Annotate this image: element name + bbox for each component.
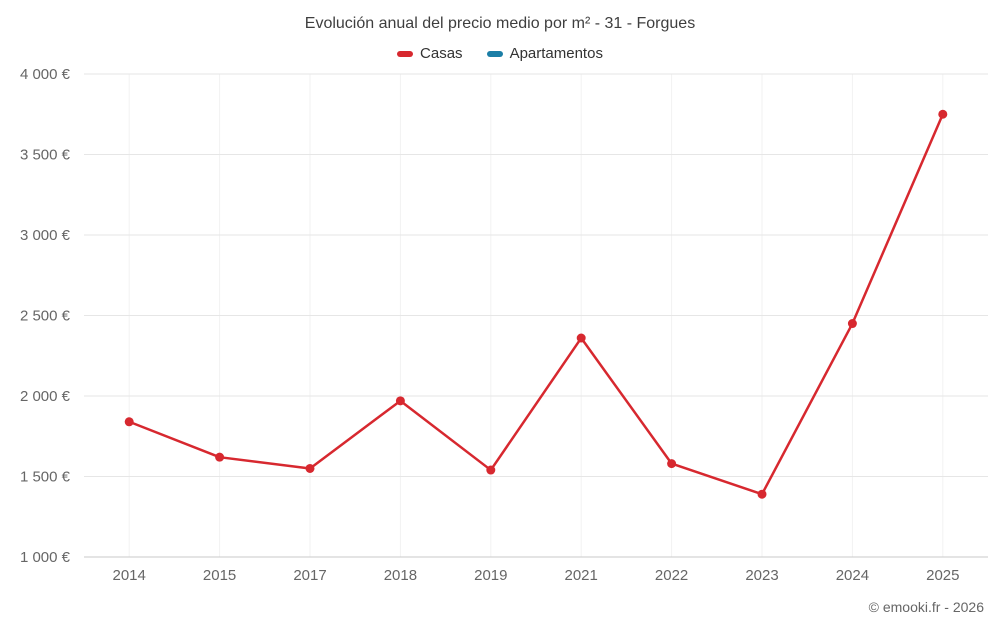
svg-text:2014: 2014	[113, 567, 146, 584]
svg-text:2018: 2018	[384, 567, 417, 584]
svg-text:2025: 2025	[926, 567, 959, 584]
casas-series-swatch-icon	[397, 50, 414, 57]
svg-text:2015: 2015	[203, 567, 236, 584]
svg-text:3 000 €: 3 000 €	[20, 227, 71, 244]
apartamentos-series-swatch-icon	[486, 50, 503, 57]
copyright: © emooki.fr - 2026	[868, 599, 984, 615]
svg-text:2021: 2021	[565, 567, 598, 584]
svg-text:2 500 €: 2 500 €	[20, 308, 71, 325]
legend: Casas Apartamentos	[0, 45, 1000, 62]
svg-text:2024: 2024	[836, 567, 869, 584]
legend-label-casas: Casas	[420, 45, 463, 62]
svg-text:3 500 €: 3 500 €	[20, 147, 71, 164]
svg-text:1 000 €: 1 000 €	[20, 549, 71, 566]
legend-item-casas[interactable]: Casas	[397, 45, 463, 62]
svg-text:2023: 2023	[745, 567, 778, 584]
svg-text:2019: 2019	[474, 567, 507, 584]
svg-text:2 000 €: 2 000 €	[20, 388, 71, 405]
svg-text:4 000 €: 4 000 €	[20, 66, 71, 83]
svg-text:2022: 2022	[655, 567, 688, 584]
legend-label-apartamentos: Apartamentos	[509, 45, 603, 62]
svg-text:2017: 2017	[293, 567, 326, 584]
legend-item-apartamentos[interactable]: Apartamentos	[486, 45, 603, 62]
svg-text:1 500 €: 1 500 €	[20, 469, 71, 486]
chart-title: Evolución anual del precio medio por m² …	[304, 15, 696, 32]
